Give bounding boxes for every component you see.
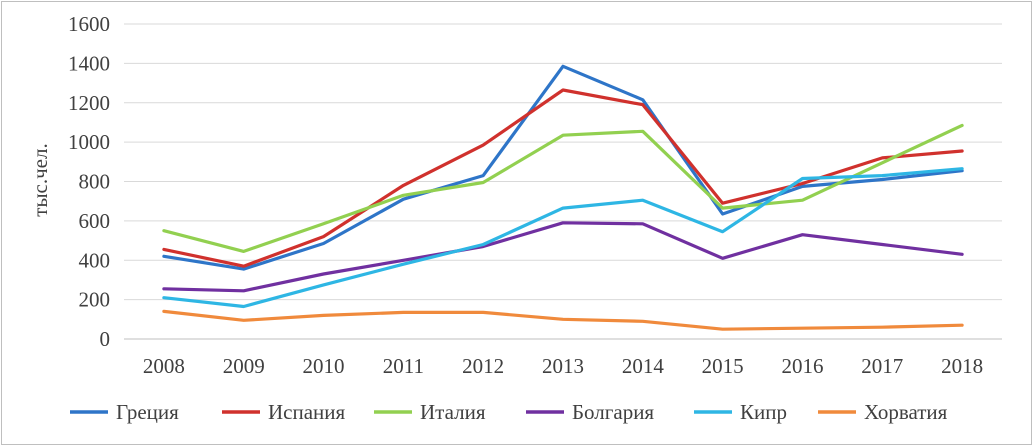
x-tick-label: 2017	[861, 354, 903, 378]
y-tick-label: 400	[79, 248, 111, 272]
legend-label: Греция	[116, 400, 179, 424]
legend-label: Италия	[420, 400, 486, 424]
series-line	[162, 167, 964, 309]
series-line	[162, 64, 964, 271]
legend: Греция Испания Италия Болгария Кипр Хорватия	[70, 400, 948, 424]
x-tick-label: 2014	[622, 354, 665, 378]
y-axis-ticks: 0 200 400 600 800 1000 1200 1400 1600	[68, 12, 110, 351]
series-line	[162, 88, 964, 268]
x-tick-label: 2008	[143, 354, 185, 378]
x-tick-label: 2012	[462, 354, 504, 378]
x-tick-label: 2013	[542, 354, 584, 378]
x-tick-label: 2015	[702, 354, 744, 378]
x-tick-label: 2010	[303, 354, 345, 378]
y-tick-label: 1200	[68, 91, 110, 115]
legend-label: Испания	[268, 400, 346, 424]
legend-label: Болгария	[572, 400, 654, 424]
y-tick-label: 0	[100, 327, 111, 351]
legend-label: Кипр	[740, 400, 787, 424]
series-line	[162, 221, 964, 293]
y-tick-label: 1400	[68, 51, 110, 75]
y-tick-label: 200	[79, 288, 111, 312]
x-axis-ticks: 2008 2009 2010 2011 2012 2013 2014 2015 2016 2017…	[143, 354, 983, 378]
x-tick-label: 2011	[383, 354, 424, 378]
series-lines	[162, 64, 964, 331]
x-tick-label: 2009	[223, 354, 265, 378]
x-tick-label: 2018	[941, 354, 983, 378]
y-tick-label: 800	[79, 170, 111, 194]
y-tick-label: 600	[79, 209, 111, 233]
series-line	[162, 123, 964, 253]
y-axis-title: тыс.чел.	[28, 143, 52, 216]
x-tick-label: 2016	[781, 354, 823, 378]
series-line	[162, 309, 964, 331]
y-tick-label: 1000	[68, 130, 110, 154]
y-tick-label: 1600	[68, 12, 110, 36]
legend-label: Хорватия	[864, 400, 948, 424]
